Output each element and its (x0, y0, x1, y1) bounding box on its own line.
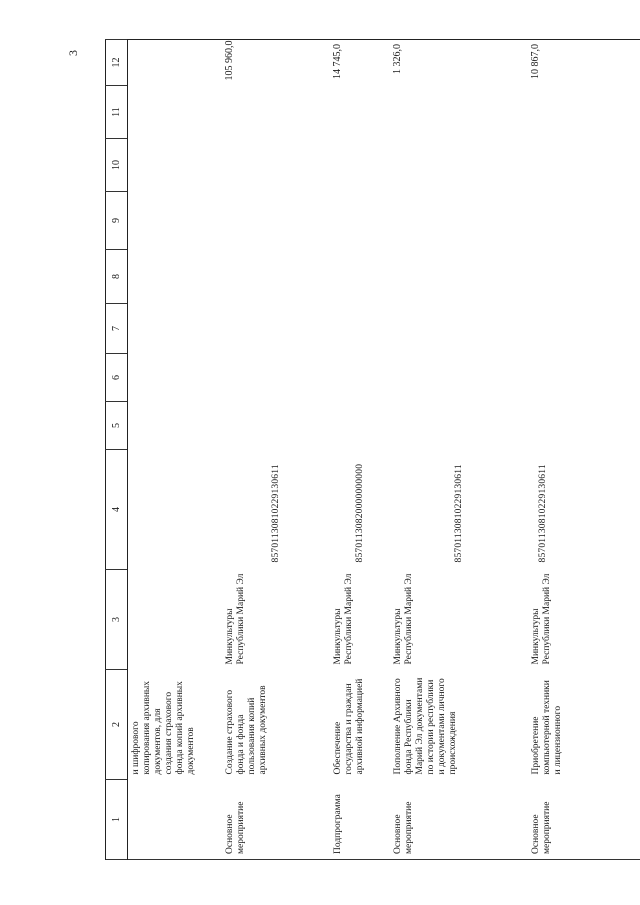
cell-empty (330, 402, 390, 450)
table-header-row: 1 2 3 4 5 6 7 8 9 10 11 12 (105, 39, 128, 860)
column-header: 5 (105, 401, 128, 450)
column-header: 7 (105, 303, 128, 354)
cell-amount: 10 867,0 (529, 44, 541, 79)
cell-empty (390, 304, 528, 354)
cell-empty (528, 304, 640, 354)
cell-budget-code: 85701130810229130611 (537, 464, 548, 563)
cell-empty (390, 86, 528, 139)
cell-empty (390, 402, 528, 450)
cell-empty (128, 304, 222, 354)
cell-empty (528, 402, 640, 450)
cell-empty (128, 192, 222, 250)
cell-empty (528, 354, 640, 402)
cell-empty (222, 250, 330, 304)
cell-agency: Минкультуры Республики Марий Эл (224, 573, 246, 665)
table-row: Основное мероприятие Создание страхового… (222, 40, 330, 860)
column-header: 6 (105, 353, 128, 402)
cell-empty (528, 250, 640, 304)
cell-empty (390, 192, 528, 250)
cell-row-type (128, 780, 222, 860)
cell-name: Приобретение компьютерной техники и лице… (530, 680, 563, 775)
cell-agency: Минкультуры Республики Марий Эл (392, 573, 414, 665)
cell-agency: Минкультуры Республики Марий Эл (530, 573, 552, 665)
cell-empty (128, 139, 222, 192)
cell-budget-code: 85701130810229130611 (453, 464, 464, 563)
cell-empty (222, 139, 330, 192)
cell-empty (128, 86, 222, 139)
cell-empty (330, 86, 390, 139)
table-row: и шифрового копирования архивных докумен… (128, 40, 222, 860)
cell-amount (128, 40, 222, 86)
table-row: Основное мероприятие Пополнение Архивног… (390, 40, 528, 860)
cell-empty (528, 139, 640, 192)
cell-empty (222, 304, 330, 354)
column-header: 10 (105, 138, 128, 192)
cell-empty (222, 86, 330, 139)
cell-empty (528, 192, 640, 250)
cell-name: и шифрового копирования архивных докумен… (131, 680, 196, 775)
cell-budget-code (128, 450, 222, 570)
column-header: 9 (105, 191, 128, 250)
cell-name: Создание страхового фонда и фонда пользо… (224, 685, 268, 775)
cell-row-type: Подпрограмма (332, 794, 343, 854)
cell-empty (128, 354, 222, 402)
cell-empty (222, 402, 330, 450)
cell-name: Обеспечение государства и граждан архивн… (332, 678, 365, 775)
table-row: Основное мероприятие Приобретение компью… (528, 40, 640, 860)
cell-empty (330, 192, 390, 250)
cell-empty (330, 250, 390, 304)
column-header: 12 (105, 39, 128, 86)
cell-empty (330, 354, 390, 402)
cell-empty (390, 354, 528, 402)
column-header: 4 (105, 449, 128, 570)
table-row: Подпрограмма Обеспечение государства и г… (330, 40, 390, 860)
cell-budget-code: 85701130820000000000 (354, 463, 365, 563)
cell-row-type: Основное мероприятие (392, 801, 414, 854)
cell-row-type: Основное мероприятие (224, 801, 246, 854)
cell-empty (330, 139, 390, 192)
cell-empty (222, 192, 330, 250)
cell-empty (390, 250, 528, 304)
cell-empty (222, 354, 330, 402)
page-number: 3 (66, 50, 80, 56)
column-header: 11 (105, 85, 128, 139)
budget-table: 1 2 3 4 5 6 7 8 9 10 11 12 и шифрового к… (105, 39, 640, 860)
column-header: 2 (105, 669, 128, 780)
cell-budget-code: 85701130810229130611 (270, 464, 281, 563)
cell-empty (128, 250, 222, 304)
column-header: 3 (105, 569, 128, 670)
cell-amount: 1 326,0 (391, 44, 403, 74)
cell-agency: Минкультуры Республики Марий Эл (332, 573, 354, 665)
cell-agency (128, 570, 222, 670)
cell-amount: 14 745,0 (331, 44, 343, 79)
column-header: 1 (105, 779, 128, 860)
cell-amount: 105 960,0 (223, 40, 235, 81)
column-header: 8 (105, 249, 128, 304)
cell-name: Пополнение Архивного фонда Республики Ма… (392, 677, 458, 775)
cell-empty (390, 139, 528, 192)
cell-empty (528, 86, 640, 139)
cell-empty (330, 304, 390, 354)
cell-empty (128, 402, 222, 450)
cell-row-type: Основное мероприятие (530, 801, 552, 854)
